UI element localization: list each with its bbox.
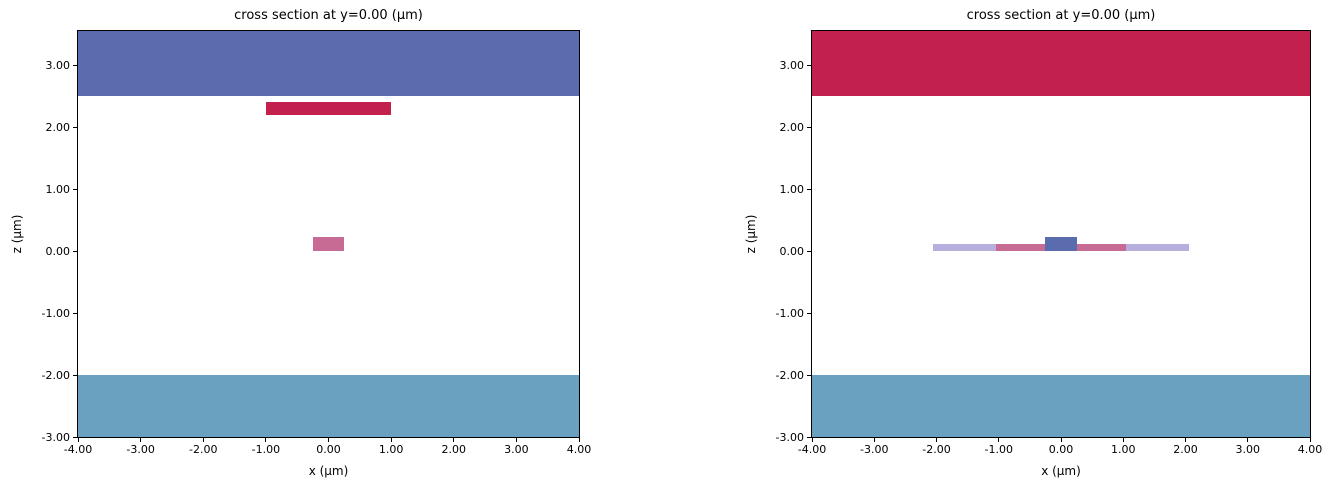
x-tick-mark	[328, 438, 329, 442]
x-tick-label: -4.00	[63, 443, 93, 456]
x-tick-label: -1.00	[251, 443, 281, 456]
y-tick-label: 2.00	[779, 120, 805, 134]
x-tick-mark	[1060, 438, 1062, 442]
y-tick-label: 3.00	[779, 58, 805, 72]
x-tick-mark	[936, 438, 937, 442]
y-tick-mark	[73, 188, 77, 190]
x-tick-mark	[77, 438, 79, 442]
y-tick-label: -2.00	[41, 368, 70, 382]
y-tick-mark	[73, 126, 77, 128]
y-tick-mark	[807, 188, 811, 190]
y-tick-label: -2.00	[775, 368, 804, 382]
y-tick-mark	[73, 250, 77, 252]
y-tick-mark	[73, 64, 77, 66]
y-tick-label: 0.00	[45, 244, 71, 258]
x-tick-label: 4.00	[566, 443, 592, 456]
y-tick-mark	[73, 436, 77, 438]
x-tick-mark	[265, 438, 267, 442]
y-tick-label: -1.00	[775, 306, 804, 320]
x-tick-mark	[998, 438, 1000, 442]
layer-substrate-slab	[78, 375, 579, 437]
x-axis-label: x (μm)	[1041, 464, 1081, 478]
y-tick-label: -1.00	[41, 306, 70, 320]
y-tick-mark	[807, 250, 811, 252]
plot-area	[811, 30, 1311, 438]
x-tick-mark	[202, 438, 204, 442]
y-tick-mark	[807, 312, 811, 314]
x-tick-mark	[140, 438, 142, 442]
y-tick-mark	[73, 374, 77, 376]
subplot-left: cross section at y=0.00 (μm) x (μm) z (μ…	[10, 8, 592, 478]
x-tick-mark	[390, 438, 392, 442]
x-tick-mark	[515, 438, 517, 442]
y-tick-mark	[73, 312, 77, 314]
y-tick-mark	[807, 436, 811, 438]
y-tick-label: -3.00	[775, 430, 804, 444]
x-tick-label: -1.00	[984, 443, 1013, 456]
x-tick-mark	[1247, 438, 1249, 442]
layer-waveguide-core	[1045, 237, 1077, 252]
x-tick-label: 3.00	[1235, 443, 1261, 456]
x-tick-mark	[453, 438, 455, 442]
layer-top-cladding-slab	[78, 31, 579, 97]
x-tick-label: -3.00	[860, 443, 889, 456]
plot-title: cross section at y=0.00 (μm)	[966, 8, 1156, 23]
x-tick-label: -2.00	[189, 443, 218, 456]
plot-title: cross section at y=0.00 (μm)	[234, 8, 423, 23]
x-tick-label: 1.00	[378, 443, 404, 456]
x-tick-label: 2.00	[1173, 443, 1198, 456]
x-tick-mark	[1309, 438, 1311, 442]
x-tick-label: 1.00	[1111, 443, 1136, 456]
x-tick-label: 0.00	[316, 443, 341, 456]
x-axis-label: x (μm)	[308, 464, 349, 478]
x-tick-label: -2.00	[922, 443, 951, 456]
y-tick-label: 0.00	[779, 244, 805, 258]
x-tick-label: -3.00	[126, 443, 155, 456]
y-tick-label: 1.00	[45, 182, 71, 196]
x-tick-label: 0.00	[1048, 443, 1074, 456]
x-tick-mark	[811, 438, 813, 442]
y-tick-label: -3.00	[41, 430, 70, 444]
y-tick-label: 2.00	[45, 120, 71, 134]
x-tick-label: 2.00	[441, 443, 467, 456]
y-tick-mark	[807, 126, 811, 128]
y-tick-label: 3.00	[45, 58, 71, 72]
layer-substrate-slab	[812, 375, 1310, 437]
x-tick-mark	[873, 438, 875, 442]
y-tick-mark	[807, 374, 811, 376]
layer-waveguide-core	[312, 237, 345, 252]
x-tick-label: -4.00	[797, 443, 827, 456]
x-tick-mark	[1185, 438, 1186, 442]
x-tick-mark	[1122, 438, 1124, 442]
x-tick-mark	[578, 438, 580, 442]
layer-heater-bar	[265, 102, 392, 115]
y-tick-label: 1.00	[779, 182, 805, 196]
layer-top-cladding-slab	[812, 31, 1310, 97]
x-tick-label: 4.00	[1297, 443, 1323, 456]
x-tick-label: 3.00	[504, 443, 529, 456]
subplot-right: cross section at y=0.00 (μm) x (μm) z (μ…	[667, 0, 1334, 490]
plot-area	[77, 30, 580, 438]
y-tick-mark	[807, 64, 811, 66]
